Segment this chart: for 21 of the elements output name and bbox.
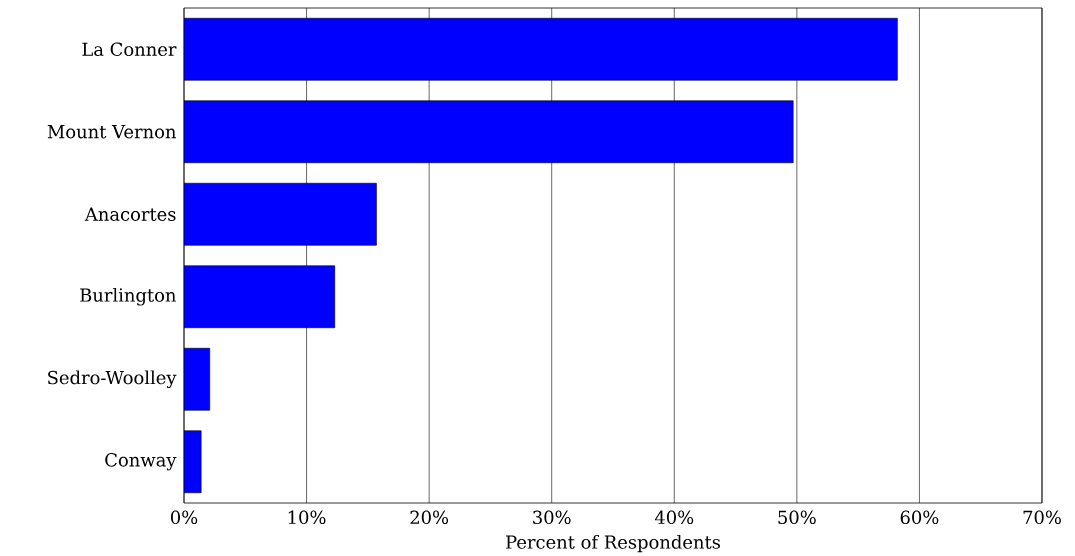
x-tick-label: 40% [654, 510, 694, 525]
bar [184, 183, 377, 246]
x-tick-label: 60% [900, 510, 939, 525]
bar [184, 430, 202, 494]
x-tick-label: 50% [778, 510, 816, 525]
y-tick-label: Conway [105, 453, 177, 471]
x-tick-label: 30% [533, 510, 571, 525]
y-tick-label: Sedro-Woolley [48, 370, 177, 389]
bar [184, 18, 898, 81]
bar [184, 265, 336, 329]
x-tick-label: 10% [288, 510, 326, 525]
y-tick-label: La Conner [82, 42, 177, 57]
y-tick-label: Burlington [80, 288, 176, 306]
x-tick-label: 0% [170, 510, 198, 525]
y-tick-label: Mount Vernon [47, 125, 176, 139]
bar [184, 348, 211, 411]
bar [184, 100, 794, 164]
x-tick-label: 20% [410, 510, 449, 525]
x-tick-label: 70% [1023, 510, 1061, 525]
x-axis-title: Percent of Respondents [506, 535, 721, 553]
y-tick-label: Anacortes [84, 207, 176, 222]
